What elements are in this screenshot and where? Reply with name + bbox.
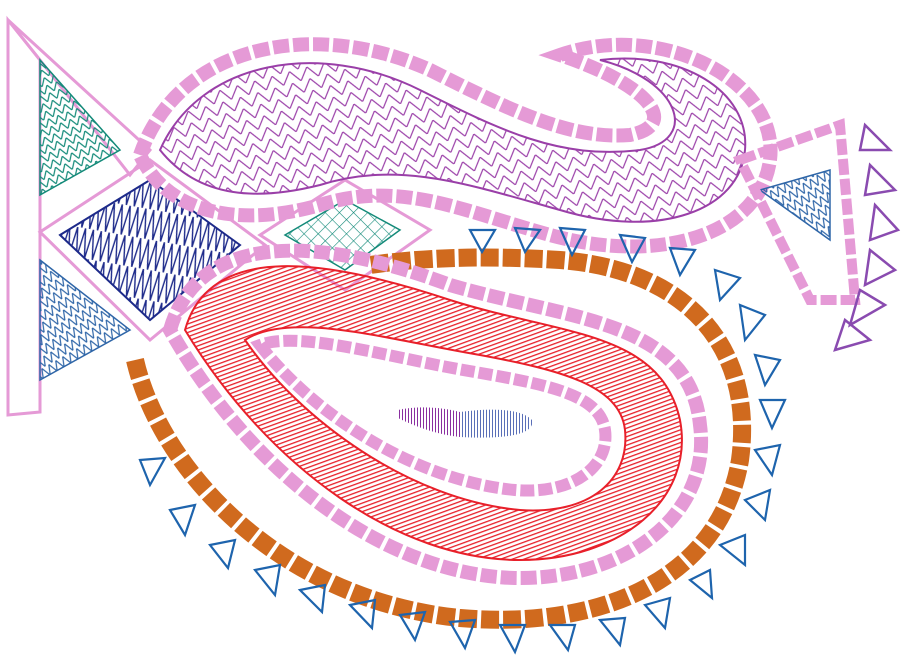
- orange-border: [126, 248, 752, 629]
- right-fan-motif: [732, 118, 861, 305]
- center-droplet: [398, 407, 533, 438]
- left-fan-motif: [6, 15, 153, 417]
- blue-triangle-border: [138, 226, 787, 655]
- upper-paisley: [132, 37, 778, 254]
- violet-triangle-column: [833, 122, 901, 352]
- main-paisley: [162, 243, 709, 586]
- navy-diamond: [37, 158, 268, 343]
